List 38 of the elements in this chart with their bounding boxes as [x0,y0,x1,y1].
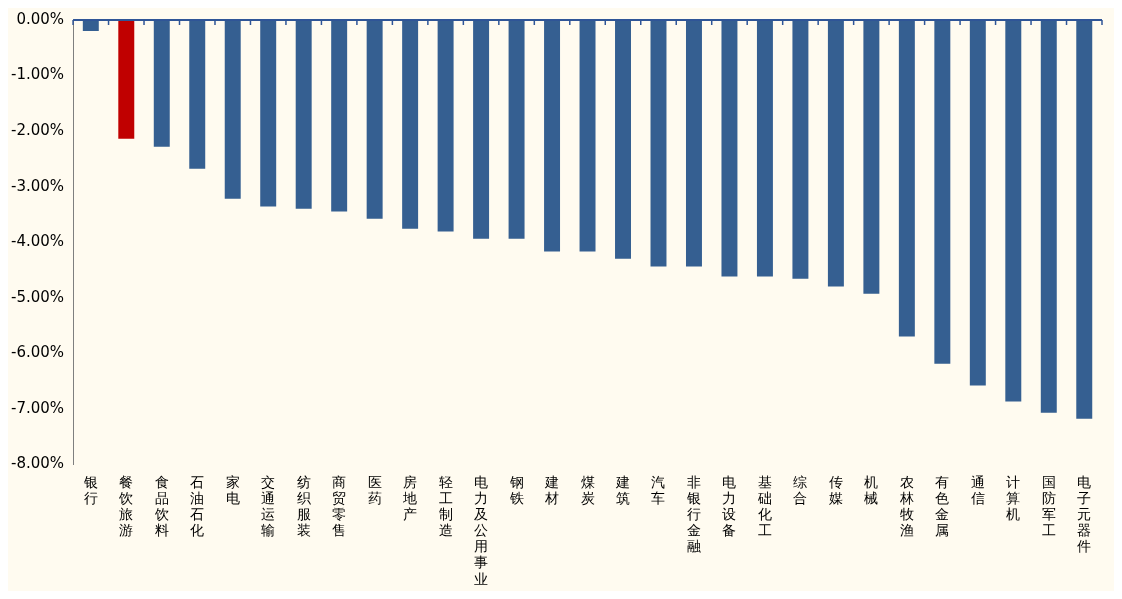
x-tick-label: 煤炭 [580,473,595,507]
x-tick-label: 纺织服装 [296,473,311,539]
x-tick-label: 有色金属 [935,473,950,539]
y-tick-label: -5.00% [10,287,65,306]
x-tick-label: 商贸零售 [332,473,347,539]
x-tick-label: 轻工制造 [438,473,453,539]
x-tick-label: 家电 [225,473,240,507]
x-tick-label: 食品饮料 [153,473,169,539]
x-tick-label: 银行 [82,473,98,507]
y-tick-label: -3.00% [10,176,65,195]
x-tick-label: 机械 [864,473,879,507]
x-tick-label: 电力设备 [722,473,737,539]
y-tick-label: -4.00% [10,232,65,251]
y-tick-label: -6.00% [10,343,65,362]
x-tick-label: 非银行金融 [685,473,701,555]
x-tick-label: 传媒 [828,473,843,507]
y-tick-label: -8.00% [10,454,65,473]
x-tick-label: 交通运输 [261,473,276,539]
x-tick-label: 建材 [544,473,560,507]
x-tick-label: 医药 [367,473,382,507]
x-tick-label: 基础化工 [756,473,772,539]
x-tick-label: 电力及公用事业 [474,473,489,587]
x-tick-label: 农林牧渔 [898,473,914,539]
y-tick-label: -7.00% [10,398,65,417]
y-tick-label: -1.00% [10,65,65,84]
x-tick-label: 计算机 [1006,473,1021,523]
x-tick-label: 石油石化 [190,473,205,539]
x-tick-label: 综合 [793,473,808,507]
x-tick-label: 钢铁 [508,473,524,507]
x-tick-label: 餐饮旅游 [118,473,134,539]
y-tick-label: 0.00% [16,9,65,28]
x-tick-label: 国防军工 [1041,473,1056,539]
x-tick-label: 建筑 [615,473,631,507]
x-tick-label: 电子元器件 [1077,473,1092,555]
y-tick-label: -2.00% [10,120,65,139]
x-tick-label: 汽车 [651,473,666,507]
x-tick-label: 房地产 [402,473,418,523]
x-tick-label: 通信 [970,473,985,507]
